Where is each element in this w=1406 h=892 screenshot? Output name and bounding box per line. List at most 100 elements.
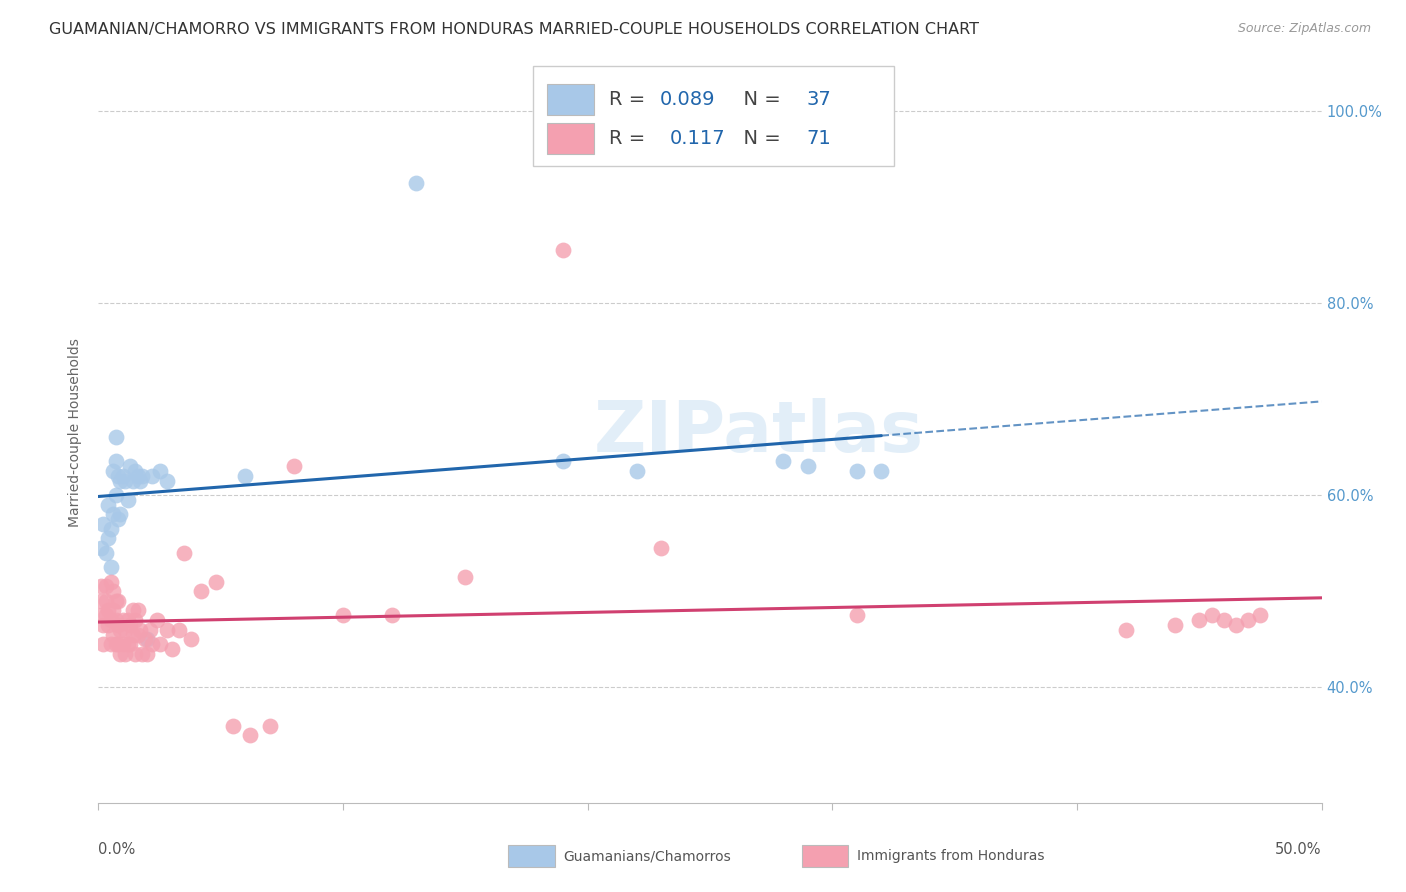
- Point: [94, 594, 117, 608]
- Point: [205, 574, 228, 589]
- FancyBboxPatch shape: [547, 84, 593, 115]
- Point: [100, 637, 122, 651]
- Point: [90, 594, 112, 608]
- Point: [173, 546, 195, 560]
- Point: [870, 464, 893, 478]
- Point: [104, 637, 127, 651]
- Point: [117, 637, 139, 651]
- Text: N =: N =: [731, 89, 787, 109]
- Point: [156, 474, 179, 488]
- Point: [104, 430, 127, 444]
- Point: [120, 637, 142, 651]
- Point: [190, 584, 212, 599]
- Point: [136, 647, 159, 661]
- Point: [90, 608, 112, 623]
- Text: 0.117: 0.117: [669, 128, 725, 147]
- Point: [129, 623, 152, 637]
- Point: [797, 459, 820, 474]
- Point: [104, 488, 127, 502]
- Point: [91, 637, 114, 651]
- Point: [107, 618, 129, 632]
- Point: [233, 469, 256, 483]
- Point: [1201, 608, 1223, 623]
- Point: [114, 623, 136, 637]
- Point: [1225, 618, 1247, 632]
- Point: [104, 454, 127, 468]
- Point: [1249, 608, 1271, 623]
- Point: [114, 474, 136, 488]
- Point: [650, 541, 672, 555]
- Text: R =: R =: [609, 128, 657, 147]
- Text: Guamanians/Chamorros: Guamanians/Chamorros: [564, 849, 731, 863]
- Point: [110, 474, 132, 488]
- Point: [127, 603, 149, 617]
- Point: [110, 508, 132, 522]
- Point: [90, 579, 112, 593]
- Point: [454, 570, 477, 584]
- FancyBboxPatch shape: [801, 845, 848, 867]
- Point: [127, 627, 149, 641]
- Point: [120, 618, 142, 632]
- Y-axis label: Married-couple Households: Married-couple Households: [69, 338, 83, 527]
- Point: [845, 608, 868, 623]
- Point: [1115, 623, 1137, 637]
- Text: Source: ZipAtlas.com: Source: ZipAtlas.com: [1237, 22, 1371, 36]
- Point: [101, 584, 124, 599]
- Point: [111, 469, 134, 483]
- Point: [91, 516, 114, 531]
- Point: [1188, 613, 1211, 627]
- Point: [141, 469, 163, 483]
- FancyBboxPatch shape: [533, 66, 893, 166]
- Point: [131, 469, 153, 483]
- Point: [129, 474, 152, 488]
- Point: [114, 647, 136, 661]
- Point: [94, 546, 117, 560]
- Point: [117, 613, 139, 627]
- Point: [160, 642, 183, 657]
- Point: [97, 618, 120, 632]
- Point: [107, 637, 129, 651]
- Point: [107, 512, 129, 526]
- Point: [100, 560, 122, 574]
- Text: 0.0%: 0.0%: [98, 842, 135, 856]
- Point: [124, 613, 146, 627]
- Point: [120, 459, 142, 474]
- Point: [121, 627, 143, 641]
- Point: [146, 613, 169, 627]
- Point: [1212, 613, 1234, 627]
- Text: 37: 37: [807, 89, 831, 109]
- Point: [626, 464, 648, 478]
- Point: [772, 454, 794, 468]
- Text: 50.0%: 50.0%: [1275, 842, 1322, 856]
- Point: [332, 608, 354, 623]
- Text: 71: 71: [807, 128, 831, 147]
- Point: [107, 469, 129, 483]
- Point: [121, 474, 143, 488]
- Point: [107, 594, 129, 608]
- Point: [136, 632, 159, 647]
- Point: [101, 627, 124, 641]
- Point: [117, 492, 139, 507]
- Text: GUAMANIAN/CHAMORRO VS IMMIGRANTS FROM HONDURAS MARRIED-COUPLE HOUSEHOLDS CORRELA: GUAMANIAN/CHAMORRO VS IMMIGRANTS FROM HO…: [49, 22, 979, 37]
- Point: [110, 647, 132, 661]
- Point: [141, 637, 163, 651]
- Point: [127, 469, 149, 483]
- Point: [110, 623, 132, 637]
- Point: [167, 623, 190, 637]
- Point: [405, 176, 427, 190]
- Point: [101, 464, 124, 478]
- Point: [91, 618, 114, 632]
- Point: [97, 603, 120, 617]
- Point: [94, 579, 117, 593]
- Point: [111, 637, 134, 651]
- Text: R =: R =: [609, 89, 651, 109]
- Text: Immigrants from Honduras: Immigrants from Honduras: [856, 849, 1045, 863]
- Text: ZIPatlas: ZIPatlas: [593, 398, 924, 467]
- Point: [131, 647, 153, 661]
- Point: [100, 574, 122, 589]
- Point: [845, 464, 868, 478]
- Point: [1164, 618, 1187, 632]
- Point: [222, 719, 245, 733]
- Point: [94, 608, 117, 623]
- Point: [124, 647, 146, 661]
